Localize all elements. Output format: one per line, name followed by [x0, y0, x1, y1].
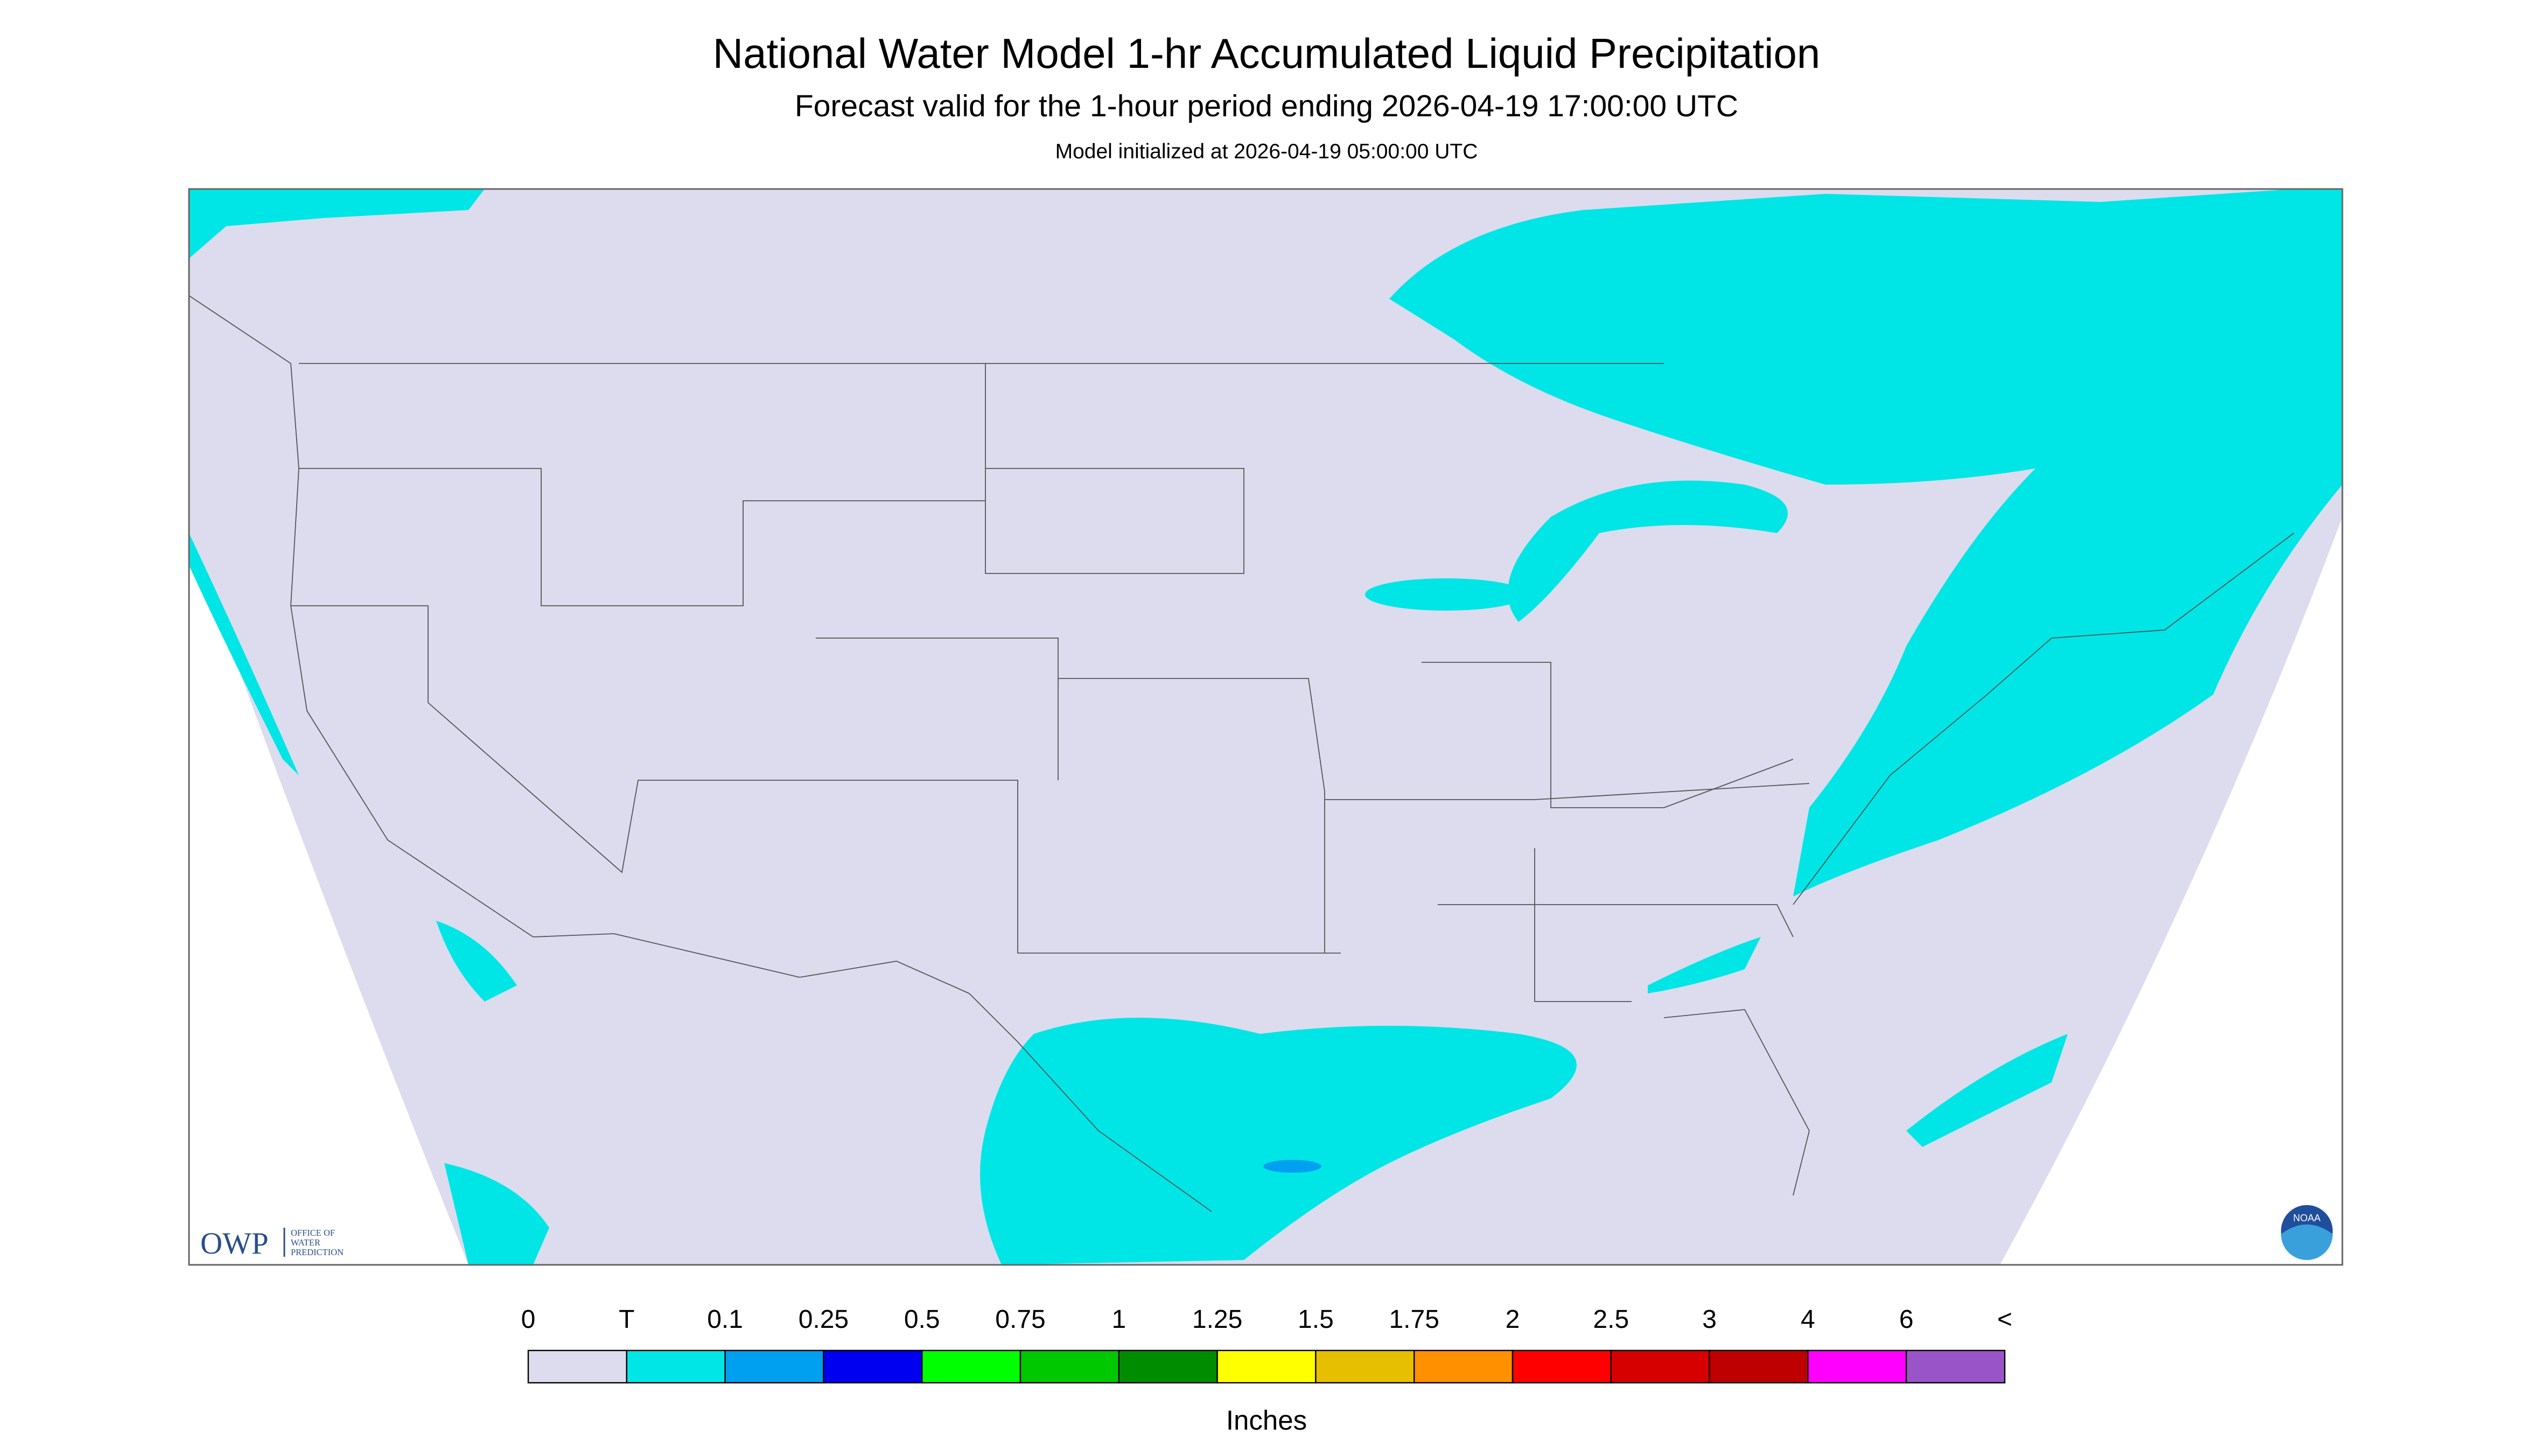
rain-northwest	[189, 189, 485, 259]
colorbar-swatch	[1118, 1349, 1218, 1384]
colorbar: 0 T 0.1 0.25 0.5 0.75 1 1.25 1.5 1.75 2 2.5 3 4 6 <	[521, 1305, 2012, 1384]
rain-southeast	[1648, 937, 1761, 994]
colorbar-swatch	[1610, 1349, 1710, 1384]
colorbar-swatch	[626, 1349, 726, 1384]
owp-logo: OWP OFFICE OF WATER PREDICTION	[200, 1227, 344, 1261]
logo-name: OFFICE OF	[291, 1228, 335, 1238]
title: National Water Model 1-hr Accumulated Li…	[713, 30, 1821, 77]
map-border	[188, 188, 2343, 1266]
colorbar-label: 1.5	[1298, 1305, 1334, 1334]
logo-abbr: OWP	[200, 1227, 269, 1261]
colorbar-swatch	[1807, 1349, 1907, 1384]
colorbar-swatch	[724, 1349, 824, 1384]
colorbar-label: 0	[521, 1305, 536, 1334]
colorbar-label: 0.25	[799, 1305, 849, 1334]
rain-texas-gulf	[980, 1018, 1577, 1265]
rain-northeast	[1389, 189, 2342, 897]
colorbar-label: 4	[1801, 1305, 1815, 1334]
colorbar-label: 2	[1506, 1305, 1520, 1334]
colorbar-swatch	[1216, 1349, 1317, 1384]
colorbar-label: 0.75	[995, 1305, 1045, 1334]
colorbar-label: 3	[1702, 1305, 1717, 1334]
colorbar-label: 0.5	[904, 1305, 940, 1334]
colorbar-swatch	[823, 1349, 923, 1384]
rain-baja	[436, 921, 517, 1002]
colorbar-label: 6	[1899, 1305, 1914, 1334]
boundaries	[188, 295, 2294, 1212]
logo-name: WATER	[291, 1237, 320, 1248]
colorbar-swatch	[1905, 1349, 2006, 1384]
precip-areas	[189, 189, 2342, 1265]
colorbar-swatch	[1019, 1349, 1120, 1384]
colorbar-label: 1.25	[1192, 1305, 1242, 1334]
colorbar-swatch	[1315, 1349, 1415, 1384]
colorbar-swatch	[527, 1349, 628, 1384]
noaa-text: NOAA	[2293, 1213, 2320, 1223]
colorbar-swatch	[921, 1349, 1021, 1384]
rain-pacific-south	[444, 1163, 549, 1265]
colorbar-unit: Inches	[1226, 1405, 1307, 1436]
colorbar-swatch	[1512, 1349, 1612, 1384]
logo-name: PREDICTION	[291, 1247, 344, 1257]
colorbar-swatch	[1709, 1349, 1809, 1384]
colorbar-label: T	[619, 1305, 634, 1334]
rain-great-lakes	[1508, 480, 1788, 622]
colorbar-label: 1.75	[1389, 1305, 1439, 1334]
colorbar-label: 0.1	[707, 1305, 743, 1334]
colorbar-swatch	[1414, 1349, 1514, 1384]
rain-atlantic	[1906, 1034, 2068, 1147]
rain-pacific	[189, 533, 299, 776]
subtitle: Forecast valid for the 1-hour period end…	[795, 89, 1738, 123]
colorbar-label: <	[1997, 1305, 2012, 1334]
colorbar-label: 1	[1111, 1305, 1126, 1334]
noaa-logo: NOAA	[2281, 1205, 2333, 1261]
rain-iowa	[1365, 578, 1527, 611]
map: OWP OFFICE OF WATER PREDICTION NOAA	[188, 188, 2343, 1266]
noaa-wave	[2281, 1224, 2333, 1261]
init-time: Model initialized at 2026-04-19 05:00:00…	[1055, 140, 1478, 163]
colorbar-label: 2.5	[1593, 1305, 1629, 1334]
rain-spot	[1263, 1160, 1321, 1173]
